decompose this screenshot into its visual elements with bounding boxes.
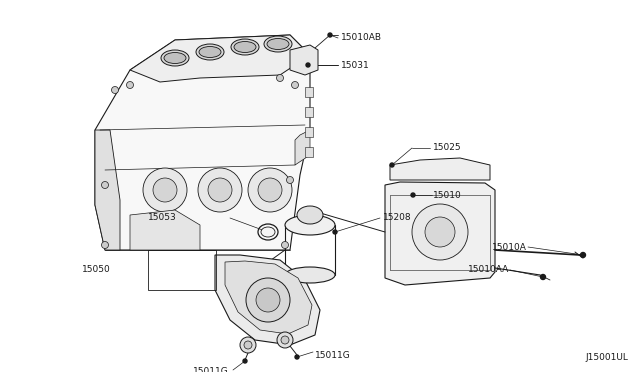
Text: J15001UL: J15001UL [585,353,628,362]
Ellipse shape [161,50,189,66]
Circle shape [333,230,337,234]
Circle shape [306,63,310,67]
Text: 15031: 15031 [341,61,370,70]
Circle shape [102,182,109,189]
Polygon shape [225,261,312,334]
Circle shape [153,178,177,202]
Text: 15011G: 15011G [315,350,351,359]
Circle shape [411,193,415,197]
Text: 15050: 15050 [82,266,111,275]
Circle shape [246,278,290,322]
Bar [305,87,313,97]
Ellipse shape [231,39,259,55]
Circle shape [287,176,294,183]
Ellipse shape [285,267,335,283]
Polygon shape [385,182,495,285]
Circle shape [143,168,187,212]
Text: 15053: 15053 [148,214,177,222]
Circle shape [111,87,118,93]
Circle shape [541,275,545,279]
Circle shape [240,337,256,353]
Circle shape [127,81,134,89]
Circle shape [282,241,289,248]
Circle shape [244,341,252,349]
Ellipse shape [199,46,221,58]
Text: 15010AA: 15010AA [468,266,509,275]
Text: 15010AB: 15010AB [341,33,382,42]
Circle shape [291,81,298,89]
Polygon shape [215,255,320,345]
Ellipse shape [285,215,335,235]
Text: 15010: 15010 [433,190,461,199]
Polygon shape [290,45,318,75]
Circle shape [258,178,282,202]
Circle shape [390,163,394,167]
Polygon shape [130,210,200,250]
Circle shape [266,230,270,234]
Polygon shape [390,158,490,180]
Circle shape [248,168,292,212]
Circle shape [295,355,299,359]
Polygon shape [130,35,310,82]
Polygon shape [295,130,310,165]
Circle shape [281,336,289,344]
Text: 15208: 15208 [383,214,412,222]
Bar [305,107,313,117]
Circle shape [277,332,293,348]
Ellipse shape [164,52,186,64]
Bar [305,147,313,157]
Ellipse shape [297,206,323,224]
Circle shape [243,359,247,363]
Circle shape [412,204,468,260]
Circle shape [276,74,284,81]
Ellipse shape [196,44,224,60]
Text: 15011G: 15011G [193,368,228,372]
Polygon shape [95,130,120,250]
Circle shape [256,288,280,312]
Text: 15025: 15025 [433,144,461,153]
Ellipse shape [261,227,275,237]
Text: 15010A: 15010A [492,243,527,251]
Bar [305,127,313,137]
Circle shape [580,253,586,257]
Circle shape [328,33,332,37]
Circle shape [198,168,242,212]
Ellipse shape [264,36,292,52]
Circle shape [208,178,232,202]
Ellipse shape [234,42,256,52]
Circle shape [425,217,455,247]
Circle shape [102,241,109,248]
Polygon shape [95,35,310,250]
Ellipse shape [267,38,289,49]
